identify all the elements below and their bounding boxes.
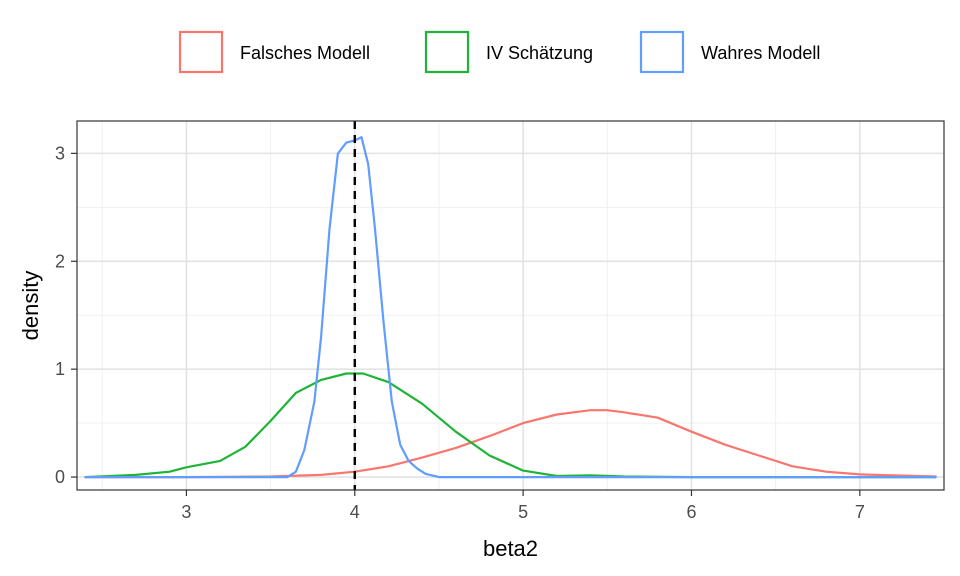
y-tick-label: 3 [55,143,65,163]
density-line-2 [84,372,937,479]
density-line-3 [84,136,937,479]
legend-item-2: IV Schätzung [424,30,593,74]
legend-item-1: Falsches Modell [178,30,370,74]
y-axis: 0 1 2 3 [55,143,77,487]
legend-key [639,30,685,74]
y-tick-label: 0 [55,467,65,487]
y-axis-title: density [18,271,43,341]
x-tick-label: 4 [350,502,360,522]
x-axis-title: beta2 [483,536,538,561]
x-tick-label: 5 [518,502,528,522]
legend-key [424,30,470,74]
density-line-1 [84,409,937,479]
y-tick-label: 2 [55,251,65,271]
series-layer [84,136,937,479]
minor-gridlines [77,121,944,490]
legend-label: IV Schätzung [486,43,593,63]
legend-item-3: Wahres Modell [639,30,820,74]
panel-border [76,120,945,491]
legend: Falsches Modell IV Schätzung Wahres Modell [178,30,820,74]
major-gridlines [77,121,944,490]
legend-label: Wahres Modell [701,43,820,63]
x-tick-label: 7 [855,502,865,522]
x-tick-label: 3 [181,502,191,522]
legend-label: Falsches Modell [240,43,370,63]
y-tick-label: 1 [55,359,65,379]
x-axis: 3 4 5 6 7 [181,490,865,522]
legend-key [178,30,224,74]
x-tick-label: 6 [686,502,696,522]
